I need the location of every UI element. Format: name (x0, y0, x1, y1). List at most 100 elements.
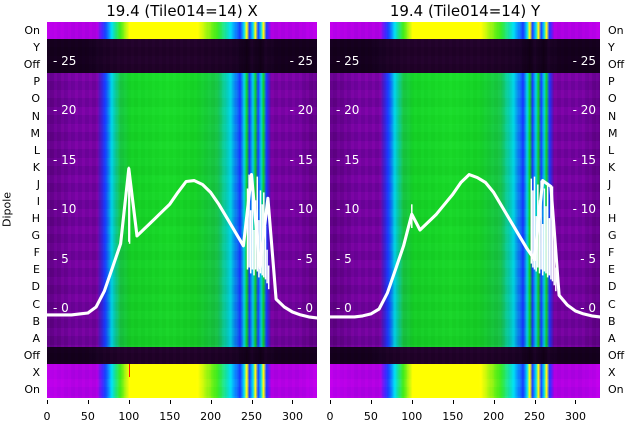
category-tick-b-17: B (608, 314, 616, 328)
category-tick-p-3: P (33, 75, 40, 89)
heatmap-row-m-6 (47, 124, 317, 143)
category-tick-n-5: N (31, 109, 40, 123)
heatmap-panel-y[interactable] (330, 22, 600, 398)
heatmap-row-x-20 (330, 363, 600, 382)
category-tick-b-17: B (32, 314, 40, 328)
x-tick-label-150: 150 (159, 410, 181, 423)
power-trace-x (47, 166, 317, 320)
category-tick-h-11: H (608, 212, 617, 226)
category-tick-m-6: M (30, 126, 41, 140)
category-tick-k-8: K (32, 160, 40, 174)
x-tick-mark-200 (210, 400, 212, 404)
x-tick-label-100: 100 (401, 410, 423, 423)
x-tick-mark-300 (575, 400, 577, 404)
category-tick-n-5: N (608, 109, 617, 123)
category-tick-y-1: Y (33, 41, 40, 55)
category-ticks-left: On Y Off P O N M L K J I H G F E D C B A Off X On (0, 22, 44, 398)
heatmap-row-l-7 (47, 141, 317, 160)
category-tick-l-7: L (608, 143, 615, 157)
marker-line-red (128, 363, 131, 377)
category-tick-i-10: I (608, 194, 612, 208)
heatmap-row-on-21 (47, 380, 317, 398)
heatmap-row-l-7 (330, 141, 600, 160)
heatmap-row-n-5 (330, 107, 600, 126)
category-tick-c-16: C (608, 297, 616, 311)
x-tick-label-200: 200 (483, 410, 505, 423)
category-tick-f-13: F (608, 246, 615, 260)
x-tick-mark-250 (534, 400, 536, 404)
x-tick-label-50: 50 (363, 410, 378, 423)
x-tick-label-300: 300 (281, 410, 303, 423)
x-tick-mark-50 (87, 400, 89, 404)
x-tick-mark-0 (330, 400, 331, 404)
category-tick-i-10: I (36, 194, 40, 208)
category-tick-on-0: On (24, 24, 40, 38)
category-tick-j-9: J (608, 177, 612, 191)
category-tick-on-21: On (608, 382, 624, 396)
heatmap-row-off-2 (330, 56, 600, 74)
x-tick-label-100: 100 (118, 410, 140, 423)
x-tick-label-50: 50 (80, 410, 95, 423)
category-tick-off-19: Off (23, 348, 40, 362)
category-tick-j-9: J (36, 177, 40, 191)
heatmap-row-banding (47, 22, 317, 398)
category-tick-h-11: H (31, 212, 40, 226)
panel-title-x: 19.4 (Tile014=14) X (106, 2, 258, 20)
x-tick-label-0: 0 (43, 410, 51, 423)
heatmap-row-c-16 (47, 295, 317, 314)
category-tick-y-1: Y (608, 41, 615, 55)
category-tick-o-4: O (31, 92, 40, 106)
category-tick-d-15: D (608, 280, 617, 294)
heatmap-row-on-0 (47, 22, 317, 40)
heatmap-channel-striping (330, 22, 600, 398)
category-tick-g-12: G (31, 229, 40, 243)
heatmap-panel-x[interactable] (47, 22, 317, 398)
category-tick-g-12: G (608, 229, 617, 243)
category-tick-d-15: D (31, 280, 40, 294)
heatmap-row-on-0 (330, 22, 600, 40)
heatmap-row-b-17 (47, 312, 317, 331)
x-axis-ticks-right: 0 50 100 150 200 250 300 (326, 400, 600, 430)
x-axis-ticks-left: 0 50 100 150 200 250 300 (43, 400, 317, 430)
category-tick-x-20: X (32, 365, 40, 379)
heatmap-row-o-4 (330, 90, 600, 109)
power-trace-y (330, 173, 600, 319)
category-tick-on-0: On (608, 24, 624, 38)
heatmap-row-y-1 (330, 39, 600, 57)
heatmap-row-off-19 (330, 346, 600, 365)
heatmap-row-off-2 (47, 56, 317, 74)
category-tick-p-3: P (608, 75, 615, 89)
category-tick-off-2: Off (23, 58, 40, 72)
heatmap-row-j-9 (330, 175, 600, 194)
category-tick-a-18: A (32, 331, 40, 345)
heatmap-row-y-1 (47, 39, 317, 57)
category-tick-e-14: E (33, 263, 40, 277)
heatmap-row-p-3 (47, 73, 317, 91)
category-tick-a-18: A (608, 331, 616, 345)
heatmap-row-d-15 (47, 278, 317, 297)
x-tick-mark-250 (251, 400, 253, 404)
heatmap-row-off-19 (47, 346, 317, 365)
heatmap-row-k-8 (47, 158, 317, 177)
heatmap-row-m-6 (330, 124, 600, 143)
x-tick-label-0: 0 (326, 410, 334, 423)
category-tick-k-8: K (608, 160, 616, 174)
category-tick-on-21: On (24, 382, 40, 396)
x-tick-mark-150 (169, 400, 171, 404)
x-tick-label-250: 250 (524, 410, 546, 423)
heatmap-row-b-17 (330, 312, 600, 331)
panel-title-y: 19.4 (Tile014=14) Y (389, 2, 541, 20)
heatmap-row-n-5 (47, 107, 317, 126)
x-tick-label-250: 250 (241, 410, 263, 423)
heatmap-row-c-16 (330, 295, 600, 314)
category-tick-e-14: E (608, 263, 615, 277)
x-tick-mark-100 (128, 400, 130, 404)
heatmap-channel-striping (47, 22, 317, 398)
category-tick-l-7: L (33, 143, 40, 157)
heatmap-row-p-3 (330, 73, 600, 91)
heatmap-row-o-4 (47, 90, 317, 109)
category-tick-m-6: M (608, 126, 618, 140)
x-tick-mark-100 (411, 400, 413, 404)
category-tick-o-4: O (608, 92, 617, 106)
